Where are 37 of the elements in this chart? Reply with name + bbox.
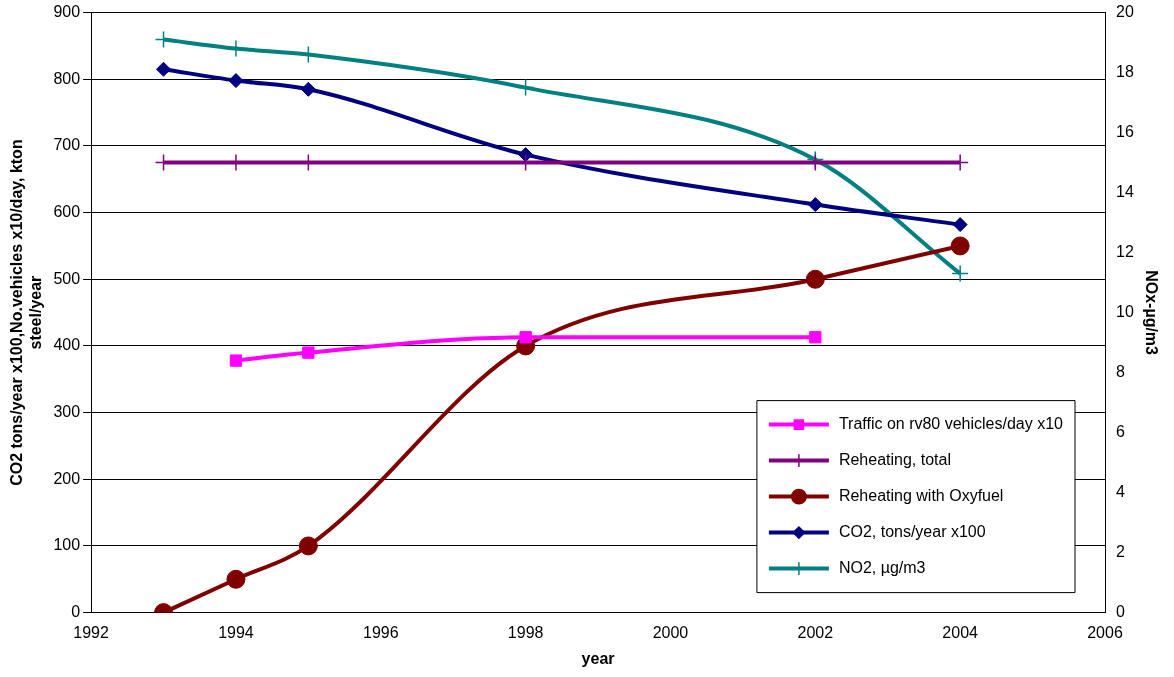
y2-tick-label: 6 (1116, 423, 1125, 441)
legend-label: Reheating with Oxyfuel (838, 487, 1004, 505)
legend-label: NO2, µg/m3 (838, 559, 926, 577)
y-tick-label: 700 (53, 136, 81, 154)
y-tick-label: 500 (53, 269, 81, 287)
y-axis-title: CO2 tons/year x100,No.vehicles x10/day, kton steel/year (8, 139, 45, 486)
y2-tick-label: 16 (1116, 123, 1134, 141)
y2-tick-label: 14 (1116, 183, 1134, 201)
x-tick-label: 1996 (362, 623, 399, 641)
legend-label: CO2, tons/year x100 (838, 523, 986, 541)
y-tick-label: 0 (71, 603, 81, 621)
y-tick-label: 400 (53, 336, 81, 354)
y-tick-label: 200 (53, 469, 81, 487)
x-tick-label: 2002 (797, 623, 834, 641)
x-tick-label: 2004 (942, 623, 979, 641)
y-tick-label: 300 (53, 403, 81, 421)
y2-tick-label: 20 (1116, 3, 1134, 21)
y2-tick-label: 4 (1116, 483, 1125, 501)
x-tick-label: 1992 (73, 623, 109, 641)
y-tick-label: 600 (53, 203, 81, 221)
x-tick-label: 1994 (218, 623, 254, 641)
legend-label: Traffic on rv80 vehicles/day x10 (838, 415, 1064, 433)
x-tick-label: 2006 (1087, 623, 1123, 641)
y2-tick-label: 18 (1116, 63, 1134, 81)
y2-tick-label: 0 (1116, 603, 1125, 621)
x-tick-label: 1998 (507, 623, 544, 641)
x-tick-label: 2000 (652, 623, 689, 641)
x-axis-title: year (581, 649, 615, 667)
y2-tick-label: 8 (1116, 363, 1125, 381)
y-tick-label: 900 (53, 3, 81, 21)
y2-tick-label: 2 (1116, 543, 1125, 561)
y-tick-label: 100 (53, 536, 81, 554)
y-tick-label: 800 (53, 69, 81, 87)
y2-tick-label: 12 (1116, 243, 1134, 261)
y2-axis-title: NOx-µg/m3 (1142, 270, 1160, 356)
y2-tick-label: 10 (1116, 303, 1134, 321)
legend-label: Reheating, total (838, 451, 951, 469)
